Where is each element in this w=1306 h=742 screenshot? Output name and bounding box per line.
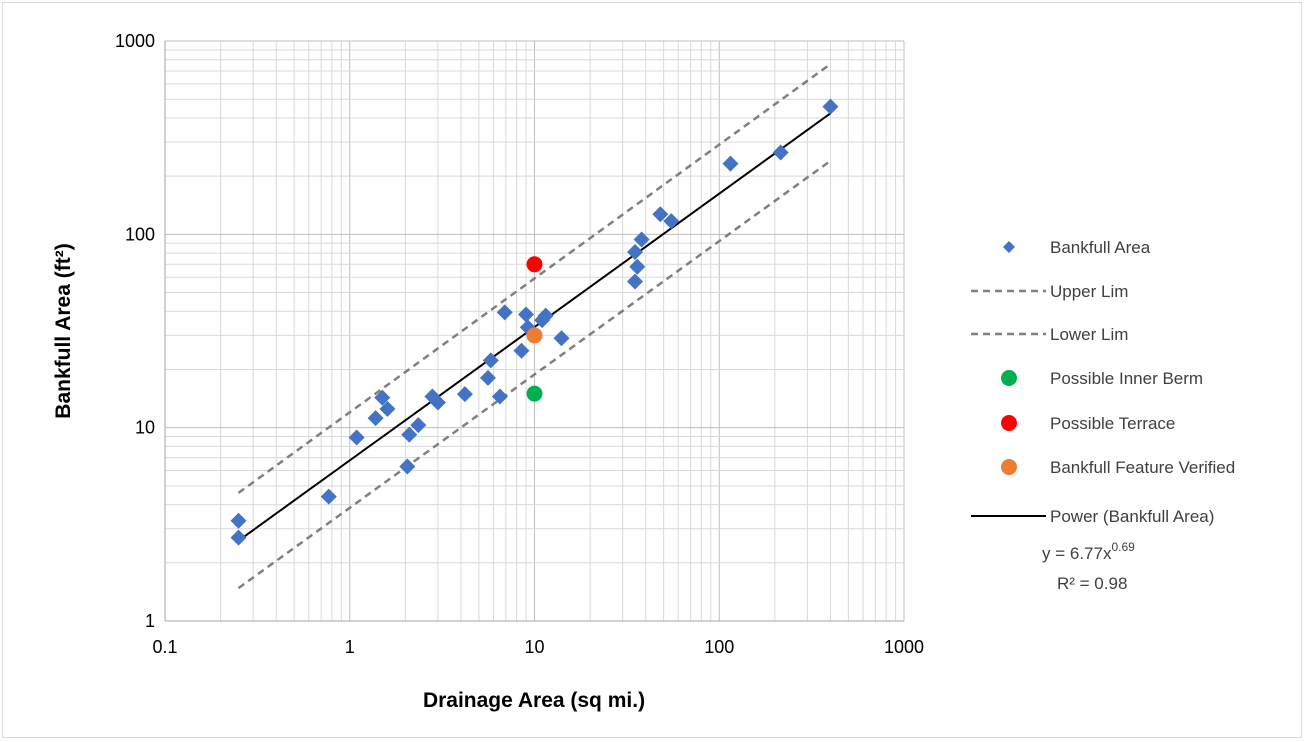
legend-circle-marker bbox=[1001, 415, 1017, 431]
bankfull-area-point bbox=[374, 389, 391, 406]
bankfull-area-point bbox=[410, 417, 427, 434]
bankfull-area-point bbox=[553, 330, 570, 347]
legend-circle-marker bbox=[1001, 459, 1017, 475]
bankfull-area-point bbox=[537, 307, 554, 324]
bankfull-area-point bbox=[627, 273, 644, 290]
bankfull-area-point bbox=[663, 213, 680, 230]
legend-label: Power (Bankfull Area) bbox=[1050, 507, 1214, 526]
legend-label: Possible Terrace bbox=[1050, 414, 1175, 433]
legend-label: Upper Lim bbox=[1050, 282, 1128, 301]
y-tick-label: 1 bbox=[145, 611, 155, 631]
bankfull-area-point bbox=[772, 144, 789, 161]
bankfull-area-point bbox=[629, 258, 646, 275]
bankfull-area-point bbox=[401, 426, 418, 443]
bankfull-area-point bbox=[429, 394, 446, 411]
upper-limit-line bbox=[237, 63, 832, 494]
axes: 0.1 1 10 100 1000 1 10 100 1000 bbox=[115, 31, 924, 657]
x-axis-title: Drainage Area (sq mi.) bbox=[423, 689, 645, 712]
legend-bankfull-diamond bbox=[1003, 241, 1015, 253]
legend: Bankfull Area Upper Lim Lower Lim Possible … bbox=[971, 238, 1235, 526]
legend-circle-marker bbox=[1001, 370, 1017, 386]
y-tick-label: 100 bbox=[125, 224, 155, 244]
bankfull-area-point bbox=[230, 512, 247, 529]
possible-terrace-point bbox=[526, 256, 543, 273]
x-tick-label: 1 bbox=[345, 637, 355, 657]
bankfull-area-point bbox=[367, 410, 384, 427]
bankfull-area-point bbox=[822, 98, 839, 115]
legend-label: Bankfull Feature Verified bbox=[1050, 458, 1235, 477]
y-tick-label: 10 bbox=[135, 418, 155, 438]
bankfull-area-point bbox=[513, 342, 530, 359]
bankfull-area-point bbox=[348, 429, 365, 446]
bankfull-area-point bbox=[482, 352, 499, 369]
legend-label: Bankfull Area bbox=[1050, 238, 1151, 257]
bankfull-area-point bbox=[722, 155, 739, 172]
bankfull-area-point bbox=[633, 231, 650, 248]
lower-limit-line bbox=[237, 159, 832, 590]
bankfull-area-point bbox=[479, 369, 496, 386]
trendline-equation-exponent: 0.69 bbox=[1111, 540, 1135, 554]
bankfull-area-point bbox=[379, 400, 396, 417]
x-tick-label: 0.1 bbox=[152, 637, 177, 657]
data-markers bbox=[230, 98, 839, 546]
legend-label: Lower Lim bbox=[1050, 325, 1128, 344]
bankfull-area-point bbox=[491, 388, 508, 405]
bankfull-feature-verified-point bbox=[526, 327, 543, 344]
bankfull-area-point bbox=[518, 306, 535, 323]
bankfull-area-point bbox=[627, 244, 644, 261]
x-tick-label: 100 bbox=[704, 637, 734, 657]
x-tick-label: 10 bbox=[524, 637, 544, 657]
bankfull-area-point bbox=[496, 304, 513, 321]
possible-inner-berm-point bbox=[526, 385, 543, 402]
bankfull-area-point bbox=[320, 488, 337, 505]
bankfull-area-point bbox=[230, 529, 247, 546]
y-axis-title: Bankfull Area (ft²) bbox=[52, 243, 75, 418]
bankfull-area-point bbox=[456, 386, 473, 403]
trendline-r-squared: R² = 0.98 bbox=[1057, 574, 1127, 593]
bankfull-area-point bbox=[399, 458, 416, 475]
bankfull-area-point bbox=[652, 206, 669, 223]
x-tick-label: 1000 bbox=[884, 637, 924, 657]
trendline-equation-base: y = 6.77x bbox=[1042, 544, 1112, 563]
trendline-equation: y = 6.77x0.69 bbox=[1042, 540, 1135, 563]
legend-label: Possible Inner Berm bbox=[1050, 369, 1203, 388]
y-tick-label: 1000 bbox=[115, 31, 155, 51]
